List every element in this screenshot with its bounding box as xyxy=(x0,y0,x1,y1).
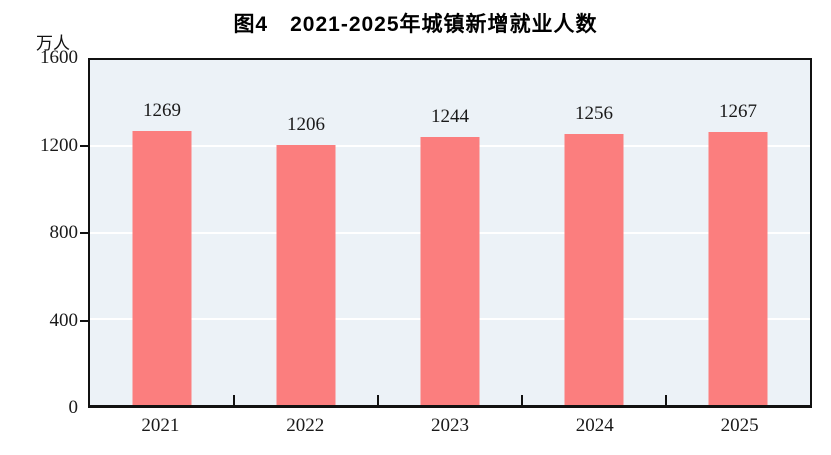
y-axis-unit-label: 万人 xyxy=(36,34,70,53)
bar-value-label: 1206 xyxy=(287,113,325,135)
bar xyxy=(564,134,624,405)
x-axis-tick-label: 2022 xyxy=(286,415,325,436)
y-axis-tick-label: 0 xyxy=(68,397,79,418)
bar xyxy=(132,131,192,405)
bar-value-label: 1244 xyxy=(431,105,469,127)
y-axis-tick xyxy=(80,319,88,322)
bar-value-label: 1269 xyxy=(143,100,181,122)
y-axis-tick xyxy=(80,232,88,234)
y-axis-tick-label: 800 xyxy=(49,222,79,243)
x-axis-tick xyxy=(233,395,235,405)
bar-value-label: 1267 xyxy=(719,100,757,122)
y-axis-tick-label: 400 xyxy=(49,309,79,331)
bar xyxy=(276,144,336,405)
chart-title: 图4 2021-2025年城镇新增就业人数 xyxy=(233,13,598,36)
x-axis-tick-label: 2021 xyxy=(141,415,180,436)
x-axis-tick-label: 2025 xyxy=(720,415,759,436)
bar xyxy=(708,131,768,405)
x-axis-tick xyxy=(521,395,523,405)
y-axis-tick xyxy=(80,144,88,147)
y-axis-tick-label: 1200 xyxy=(40,134,78,156)
x-axis-tick-label: 2023 xyxy=(431,415,469,436)
plot-area: 1269 1206 1244 1256 1267 xyxy=(88,58,812,408)
bar xyxy=(420,136,480,405)
x-axis-tick xyxy=(665,395,667,405)
x-axis-tick xyxy=(377,395,379,405)
bar-value-label: 1256 xyxy=(575,103,613,125)
x-axis-tick-label: 2024 xyxy=(575,415,614,436)
y-axis-tick-label: 1600 xyxy=(40,47,78,68)
